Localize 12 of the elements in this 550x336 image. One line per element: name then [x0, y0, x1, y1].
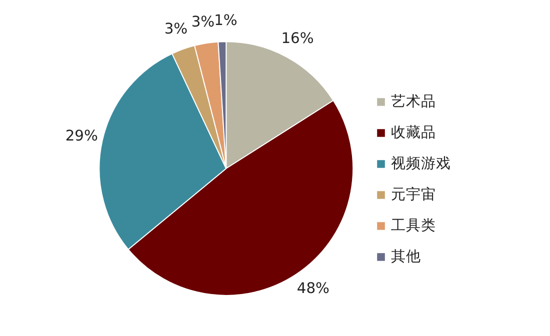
data-label: 48% — [296, 280, 330, 297]
legend-label: 工具类 — [391, 216, 436, 235]
legend-label: 其他 — [391, 247, 421, 266]
legend-label: 元宇宙 — [391, 185, 436, 204]
data-label: 1% — [214, 12, 238, 29]
data-label: 3% — [191, 14, 215, 31]
legend-label: 收藏品 — [391, 123, 436, 142]
data-label: 3% — [164, 20, 188, 38]
data-label: 16% — [281, 30, 314, 48]
legend-label: 视频游戏 — [391, 154, 451, 173]
legend-label: 艺术品 — [391, 92, 436, 111]
data-label: 29% — [65, 128, 98, 145]
